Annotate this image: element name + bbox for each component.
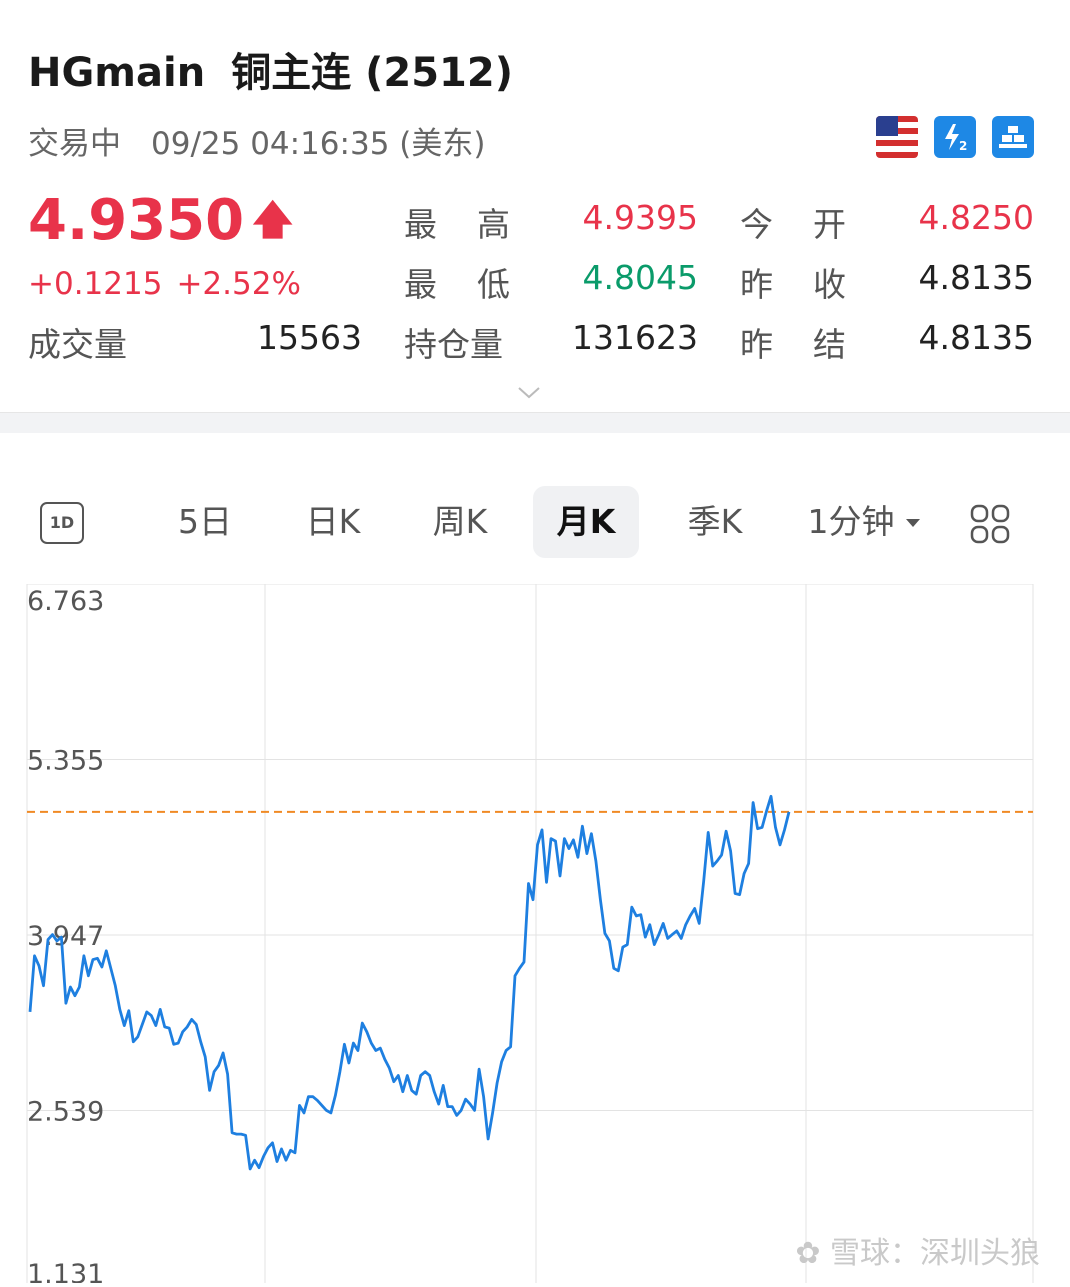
tab-daily-k[interactable]: 日K <box>305 502 361 541</box>
chart-frame <box>26 583 1034 1287</box>
y-tick-label: 1.131 <box>27 1259 104 1283</box>
change-value: +0.1215 <box>28 266 163 302</box>
volume-label: 成交量 <box>28 325 127 364</box>
section-divider <box>0 412 1070 433</box>
volume-value: 15563 <box>257 318 362 357</box>
symbol-code: HGmain <box>28 50 206 96</box>
tab-weekly-k[interactable]: 周K <box>432 502 488 541</box>
tab-1min-label: 1分钟 <box>807 502 895 541</box>
dropdown-triangle-icon <box>905 519 920 527</box>
prev-close-value: 4.8135 <box>918 258 1034 297</box>
tab-1min-dropdown[interactable]: 1分钟 <box>800 486 930 558</box>
page-title: HGmain 铜主连 (2512) <box>28 40 513 98</box>
up-arrow-icon: 🡅 <box>252 197 294 243</box>
price-change: +0.1215 +2.52% <box>28 266 301 302</box>
expand-chevron-icon[interactable] <box>516 382 542 402</box>
svg-text:2: 2 <box>959 139 967 153</box>
period-tabs: 1D 5日 日K 周K 月K 季K 1分钟 <box>0 486 1070 558</box>
y-tick-label: 5.355 <box>27 746 104 777</box>
high-value: 4.9395 <box>582 198 698 237</box>
y-tick-label: 3.947 <box>27 921 104 952</box>
tab-5d[interactable]: 5日 <box>178 502 232 541</box>
last-price: 4.9350 🡅 <box>28 188 293 259</box>
instrument-name: 铜主连 (2512) <box>231 50 513 96</box>
prev-close-label: 昨收 <box>740 265 886 304</box>
watermark: ✿ 雪球：深圳头狼 <box>795 1228 1040 1272</box>
level2-icon[interactable]: 2 <box>934 116 976 158</box>
prev-settle-value: 4.8135 <box>918 318 1034 357</box>
open-interest-value: 131623 <box>572 318 698 357</box>
last-price-value: 4.9350 <box>28 188 245 253</box>
tab-monthly-k[interactable]: 月K <box>533 486 639 558</box>
quote-datetime: 09/25 04:16:35 (美东) <box>151 126 486 162</box>
price-chart[interactable]: 6.763 5.355 3.947 2.539 1.131 <box>0 583 1070 1287</box>
y-tick-label: 6.763 <box>27 586 104 617</box>
open-interest-label: 持仓量 <box>404 325 503 364</box>
y-tick-label: 2.539 <box>27 1097 104 1128</box>
prev-settle-label: 昨结 <box>740 325 886 364</box>
low-value: 4.8045 <box>582 258 698 297</box>
price-chart-svg: 6.763 5.355 3.947 2.539 1.131 <box>26 583 1034 1287</box>
snowball-logo-icon: ✿ <box>795 1236 821 1271</box>
gold-bars-icon[interactable] <box>992 116 1034 158</box>
trading-status: 交易中 09/25 04:16:35 (美东) <box>28 118 485 163</box>
market-badges: 2 <box>876 116 1034 158</box>
us-flag-icon[interactable] <box>876 116 918 158</box>
open-label: 今开 <box>740 205 886 244</box>
grid-layout-icon[interactable] <box>968 502 1012 546</box>
price-series-line <box>28 794 791 1171</box>
status-text: 交易中 <box>28 126 121 162</box>
watermark-text: 雪球：深圳头狼 <box>830 1236 1040 1271</box>
low-label: 最低 <box>404 265 550 304</box>
tab-quarterly-k[interactable]: 季K <box>687 502 743 541</box>
tab-1d[interactable]: 1D <box>40 502 84 544</box>
high-label: 最高 <box>404 205 550 244</box>
open-value: 4.8250 <box>918 198 1034 237</box>
change-percent: +2.52% <box>176 266 301 302</box>
